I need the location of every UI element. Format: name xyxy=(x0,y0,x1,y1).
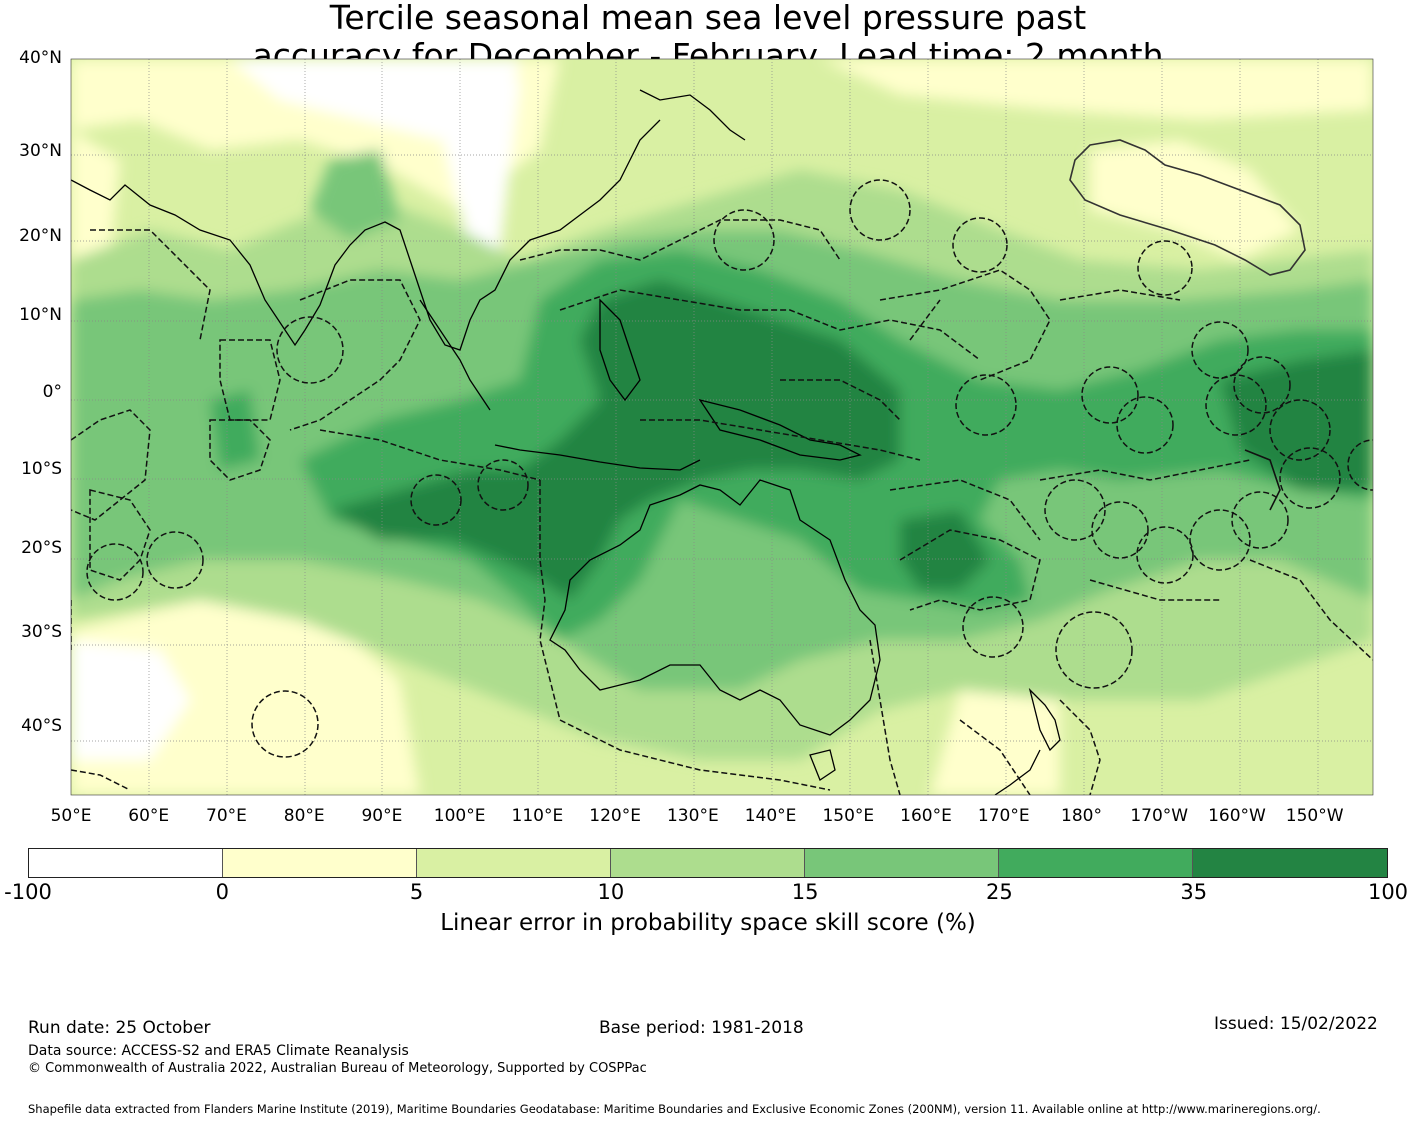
colorbar-bin xyxy=(223,849,417,877)
skill-score-map xyxy=(70,58,1374,796)
solid-boundary-segment xyxy=(1244,449,1281,511)
latitude-label: 10°S xyxy=(21,458,62,479)
shapefile-credit: Shapefile data extracted from Flanders M… xyxy=(28,1102,1321,1116)
colorbar-tick-label: 25 xyxy=(986,880,1013,904)
latitude-label: 20°N xyxy=(19,225,62,246)
colorbar-bin xyxy=(611,849,805,877)
data-source: Data source: ACCESS-S2 and ERA5 Climate … xyxy=(28,1043,409,1059)
longitude-label: 150°W xyxy=(1285,806,1344,826)
colorbar-bin xyxy=(999,849,1193,877)
map-frame xyxy=(70,58,1374,796)
longitude-label: 140°E xyxy=(744,806,797,826)
graticule xyxy=(71,59,1373,795)
colorbar-bin xyxy=(805,849,999,877)
issued-date: Issued: 15/02/2022 xyxy=(1214,1014,1378,1034)
coastlines xyxy=(71,89,1061,795)
colorbar-tick-label: 35 xyxy=(1180,880,1208,904)
colorbar-bin xyxy=(1193,849,1387,877)
longitude-label: 50°E xyxy=(50,806,92,826)
longitude-label: 180° xyxy=(1061,806,1102,826)
latitude-label: 30°N xyxy=(19,141,62,162)
map-title-line-1: Tercile seasonal mean sea level pressure… xyxy=(329,0,1087,37)
longitude-label: 70°E xyxy=(206,806,247,826)
eez-boundaries xyxy=(71,179,1373,795)
longitude-label: 110°E xyxy=(511,806,564,826)
colorbar-tick-label: 15 xyxy=(791,880,819,904)
colorbar-tick-label: 5 xyxy=(409,880,424,904)
colorbar-label: Linear error in probability space skill … xyxy=(440,910,976,936)
longitude-label: 80°E xyxy=(283,806,325,826)
base-period: Base period: 1981-2018 xyxy=(599,1018,804,1038)
latitude-label: 40°N xyxy=(19,48,62,68)
longitude-label: 120°E xyxy=(589,806,641,826)
latitude-label: 10°N xyxy=(19,305,62,326)
longitude-label: 150°E xyxy=(822,806,875,826)
colorbar-tick-label: 10 xyxy=(597,880,625,904)
run-date: Run date: 25 October xyxy=(28,1018,211,1038)
longitude-label: 170°E xyxy=(977,806,1030,826)
longitude-label: 90°E xyxy=(361,806,403,826)
longitude-label: 130°E xyxy=(666,806,719,826)
colorbar xyxy=(28,848,1388,878)
longitude-label: 160°W xyxy=(1208,806,1266,826)
longitude-label: 100°E xyxy=(433,806,486,826)
colorbar-tick-label: 0 xyxy=(215,880,229,904)
latitude-label: 20°S xyxy=(21,537,62,558)
latitude-label: 0° xyxy=(42,381,62,402)
copyright: © Commonwealth of Australia 2022, Austra… xyxy=(28,1061,647,1076)
latitude-label: 30°S xyxy=(21,622,62,643)
latitude-label: 40°S xyxy=(21,715,62,736)
colorbar-tick-label: 100 xyxy=(1367,880,1409,904)
colorbar-bin xyxy=(417,849,611,877)
colorbar-tick-label: -100 xyxy=(4,880,52,904)
solid-boundary-outline xyxy=(1069,139,1306,276)
longitude-label: 170°W xyxy=(1130,806,1189,826)
colorbar-bin xyxy=(29,849,223,877)
longitude-label: 60°E xyxy=(128,806,170,826)
longitude-label: 160°E xyxy=(900,806,952,826)
